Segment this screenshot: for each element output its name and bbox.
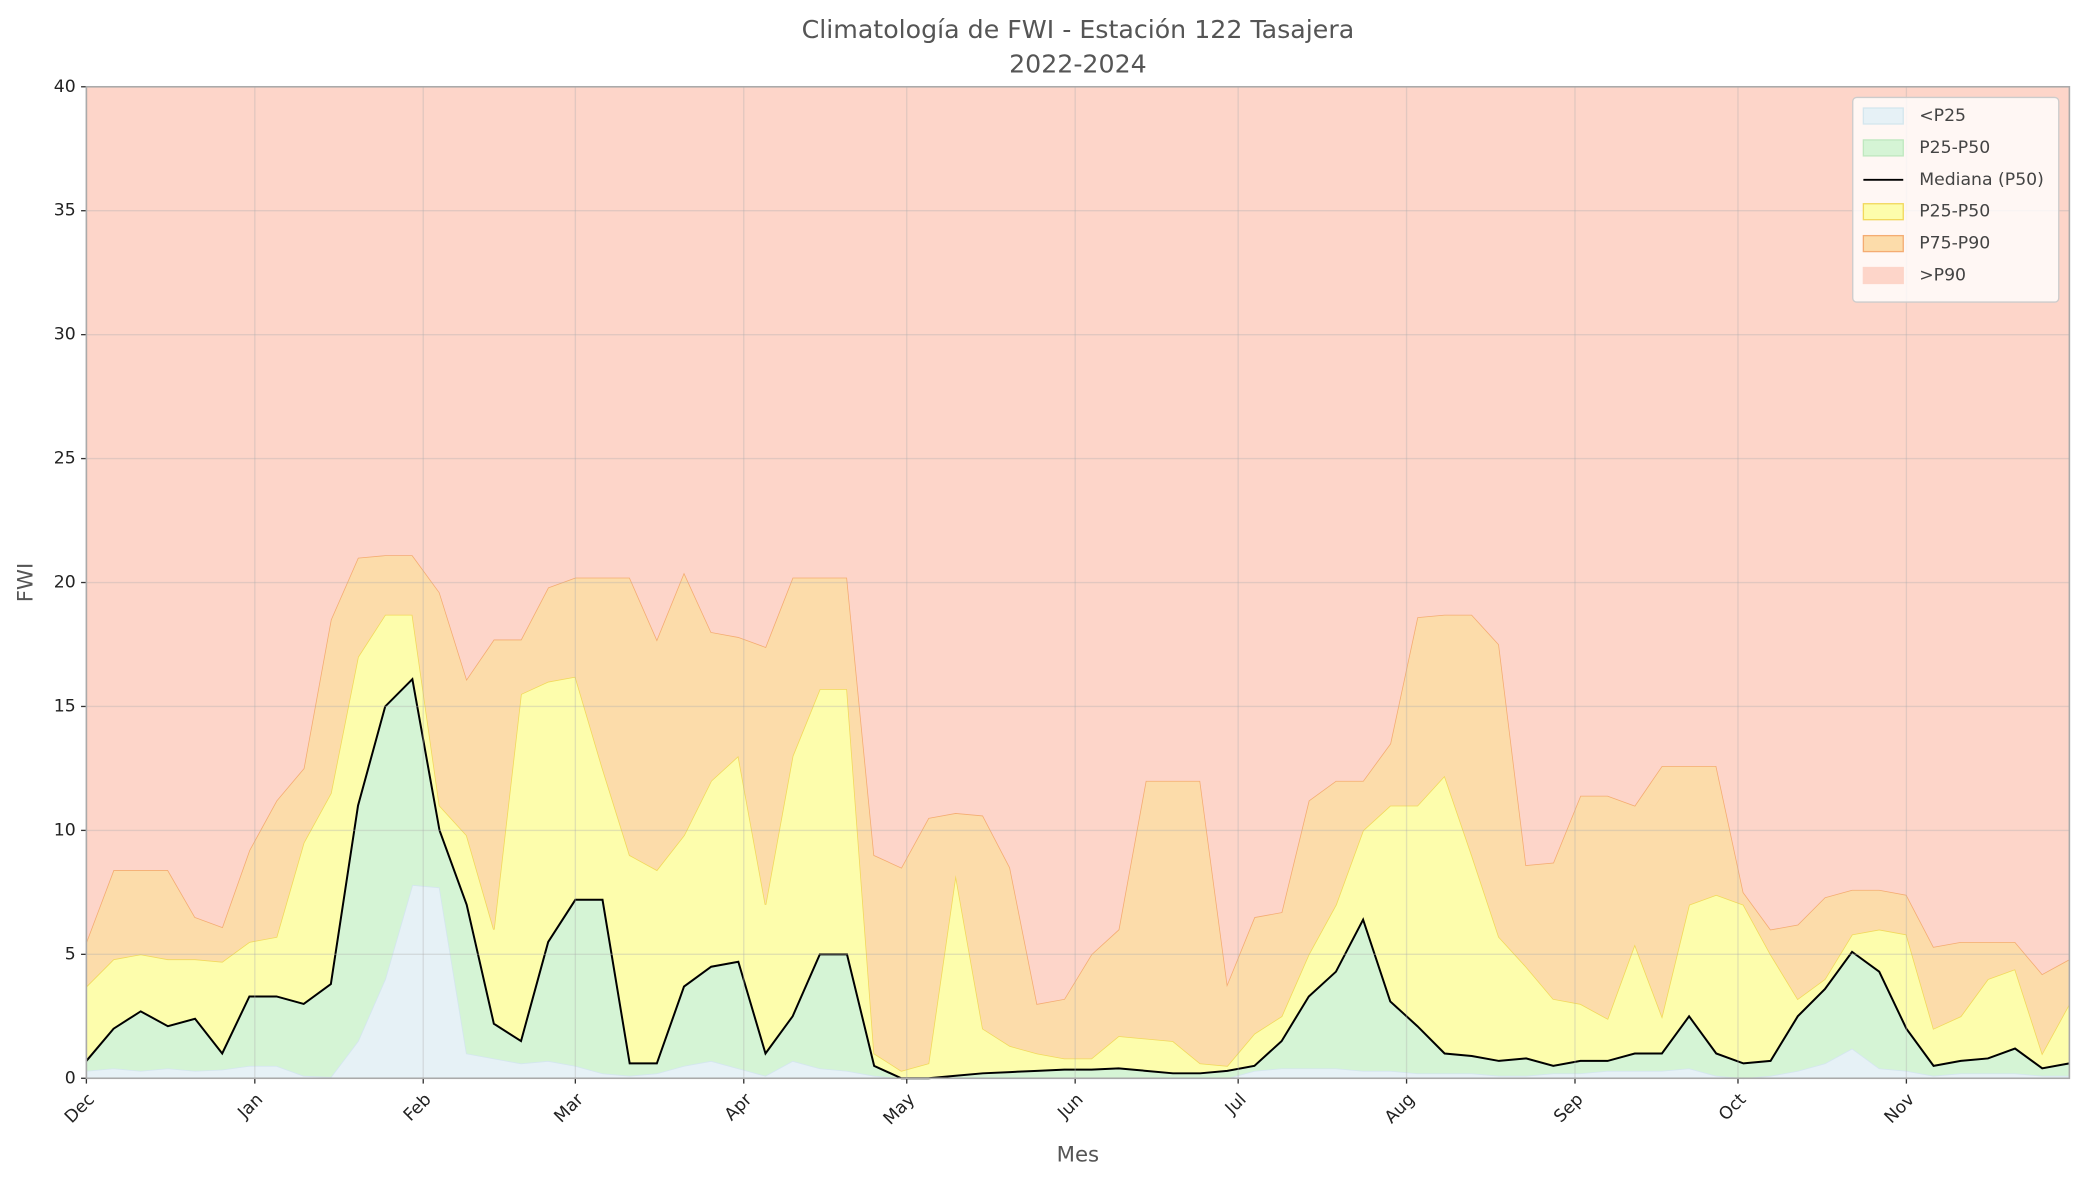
- x-axis-label: Mes: [1057, 1142, 1099, 1167]
- y-tick-label: 0: [65, 1068, 76, 1088]
- legend-swatch: [1862, 266, 1904, 285]
- area-band: [86, 86, 2070, 1004]
- x-tick-label: Oct: [1715, 1090, 1750, 1125]
- area-band: [86, 555, 2070, 1071]
- x-tick-label: Apr: [721, 1089, 757, 1125]
- y-tick-label: 30: [54, 325, 76, 345]
- y-tick-label: 20: [54, 573, 76, 593]
- x-tick-label: Jun: [1054, 1090, 1088, 1124]
- y-tick-label: 25: [54, 449, 76, 469]
- x-tick-label: Mar: [551, 1089, 589, 1127]
- legend-label: Mediana (P50): [1919, 170, 2044, 190]
- legend-swatch: [1862, 203, 1904, 221]
- legend-swatch: [1862, 234, 1904, 253]
- x-tick-label: May: [880, 1090, 919, 1129]
- y-tick-label: 15: [54, 696, 76, 716]
- x-tick-label: Aug: [1381, 1090, 1419, 1128]
- legend-label: <P25: [1919, 106, 1966, 126]
- area-band: [86, 679, 2070, 1079]
- y-tick-label: 5: [65, 944, 76, 964]
- legend: <P25 P25-P50 Mediana (P50) P25-P50 P75-P90 >P…: [1852, 96, 2060, 303]
- chart-subtitle: 2022-2024: [1009, 50, 1147, 79]
- x-tick-label: Nov: [1881, 1090, 1919, 1128]
- legend-swatch: [1862, 139, 1904, 157]
- legend-label: >P90: [1919, 266, 1966, 286]
- legend-label: P75-P90: [1919, 234, 1990, 254]
- x-tick-label: Sep: [1550, 1090, 1587, 1127]
- legend-swatch: [1862, 107, 1904, 125]
- area-band: [86, 614, 2070, 1079]
- x-tick-label: Jan: [234, 1090, 268, 1124]
- median-line: [85, 677, 2070, 1080]
- y-axis-label: FWI: [14, 563, 39, 603]
- x-tick-label: Feb: [400, 1090, 436, 1126]
- chart-title: Climatología de FWI - Estación 122 Tasaj…: [802, 15, 1355, 44]
- plot-frame: [85, 85, 2071, 1080]
- legend-label: P25-P50: [1919, 138, 1990, 158]
- legend-box: [1852, 96, 2060, 303]
- y-tick-label: 40: [54, 77, 76, 97]
- y-tick-label: 10: [54, 820, 76, 840]
- y-tick-label: 35: [54, 201, 76, 221]
- legend-label: P25-P50: [1919, 202, 1990, 222]
- x-tick-label: Dec: [61, 1090, 99, 1128]
- x-tick-label: Jul: [1221, 1090, 1251, 1120]
